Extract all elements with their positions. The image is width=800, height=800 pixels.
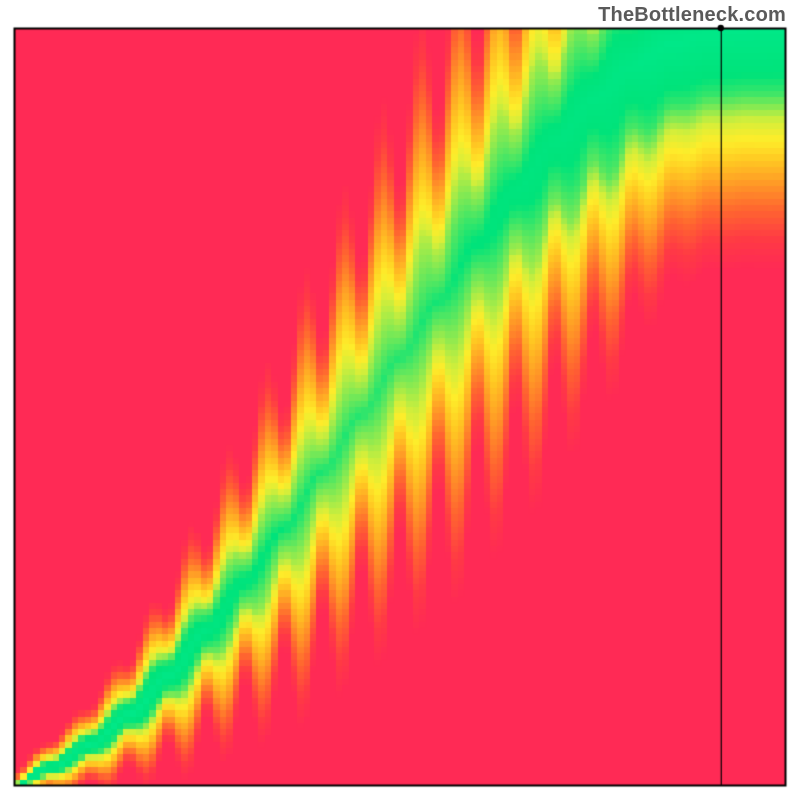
bottleneck-heatmap bbox=[0, 0, 800, 800]
chart-container: TheBottleneck.com bbox=[0, 0, 800, 800]
attribution-label: TheBottleneck.com bbox=[598, 4, 786, 27]
